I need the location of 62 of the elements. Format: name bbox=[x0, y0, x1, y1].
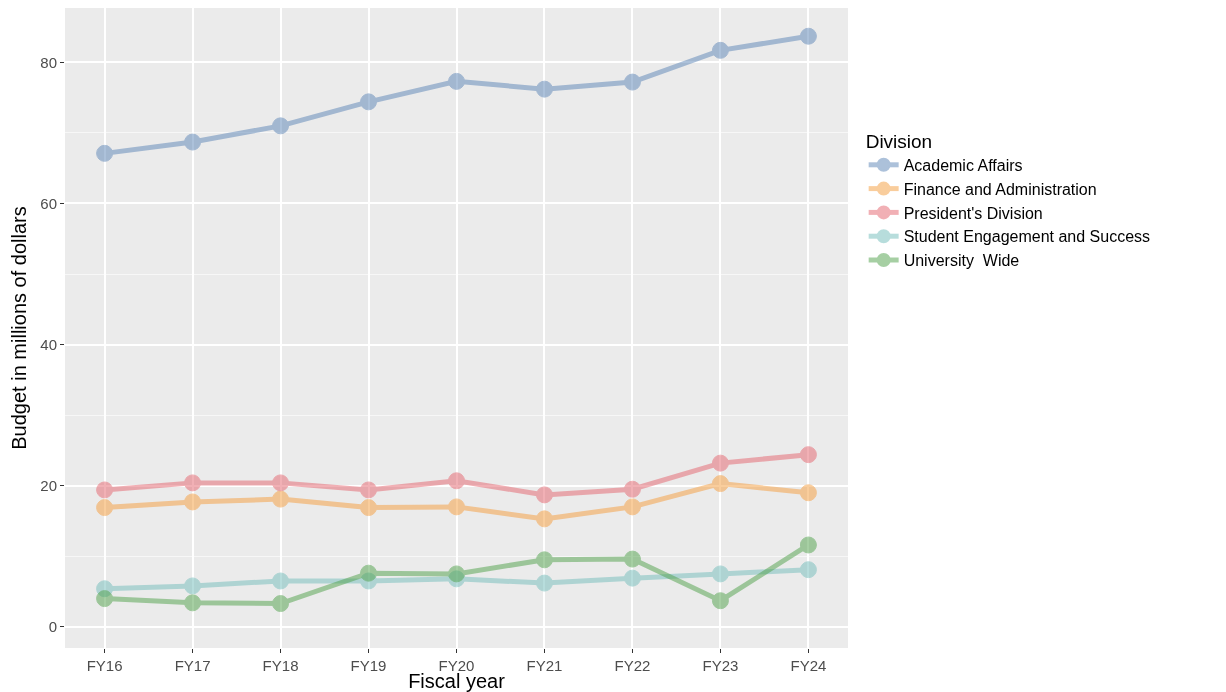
point bbox=[623, 498, 641, 516]
x-tick-label: FY21 bbox=[526, 657, 563, 674]
x-tick-label: FY24 bbox=[790, 657, 827, 674]
point bbox=[799, 27, 817, 45]
y-tick-label: 60 bbox=[40, 194, 57, 212]
point bbox=[360, 93, 378, 111]
point bbox=[623, 73, 641, 91]
point bbox=[535, 574, 553, 592]
point bbox=[96, 590, 114, 608]
y-tick-label: 0 bbox=[48, 618, 57, 636]
y-tick-label: 20 bbox=[40, 476, 57, 494]
point bbox=[799, 446, 817, 464]
point bbox=[711, 592, 729, 610]
point bbox=[799, 561, 817, 579]
x-tick-label: FY17 bbox=[174, 657, 211, 674]
legend-label: President's Division bbox=[903, 204, 1043, 222]
point bbox=[272, 572, 290, 590]
point bbox=[799, 484, 817, 502]
point bbox=[711, 475, 729, 493]
legend-label: Finance and Administration bbox=[903, 180, 1097, 198]
point bbox=[799, 536, 817, 554]
x-tick-label: FY18 bbox=[262, 657, 299, 674]
point bbox=[96, 481, 114, 499]
point bbox=[96, 499, 114, 517]
point bbox=[360, 481, 378, 499]
point bbox=[448, 565, 465, 583]
point bbox=[623, 569, 641, 587]
point bbox=[448, 72, 465, 90]
point bbox=[184, 474, 202, 492]
point bbox=[711, 454, 729, 472]
point bbox=[711, 41, 729, 59]
point bbox=[535, 551, 553, 569]
point bbox=[360, 499, 378, 517]
point bbox=[535, 486, 553, 504]
point bbox=[184, 594, 202, 612]
point bbox=[448, 498, 465, 516]
legend-title: Division bbox=[865, 130, 933, 152]
point bbox=[96, 144, 114, 162]
point bbox=[448, 472, 465, 490]
point bbox=[535, 80, 553, 98]
legend-label: University Wide bbox=[903, 252, 1020, 270]
y-tick-label: 40 bbox=[40, 335, 57, 353]
x-tick-label: FY23 bbox=[702, 657, 739, 674]
point bbox=[272, 490, 290, 508]
x-tick-label: FY19 bbox=[350, 657, 387, 674]
point bbox=[535, 510, 553, 528]
point bbox=[272, 117, 290, 135]
point bbox=[272, 595, 290, 613]
y-axis-title: Budget in millions of dollars bbox=[7, 206, 30, 450]
point bbox=[272, 474, 290, 492]
point bbox=[184, 577, 202, 595]
legend-label: Academic Affairs bbox=[903, 157, 1023, 175]
point bbox=[711, 565, 729, 583]
point bbox=[623, 480, 641, 498]
y-tick-label: 80 bbox=[40, 53, 57, 71]
point bbox=[184, 133, 202, 151]
x-tick-label: FY22 bbox=[614, 657, 651, 674]
point bbox=[184, 493, 202, 511]
x-tick-label: FY16 bbox=[86, 657, 123, 674]
legend-label: Student Engagement and Success bbox=[903, 228, 1151, 246]
point bbox=[360, 564, 378, 582]
point bbox=[623, 550, 641, 568]
